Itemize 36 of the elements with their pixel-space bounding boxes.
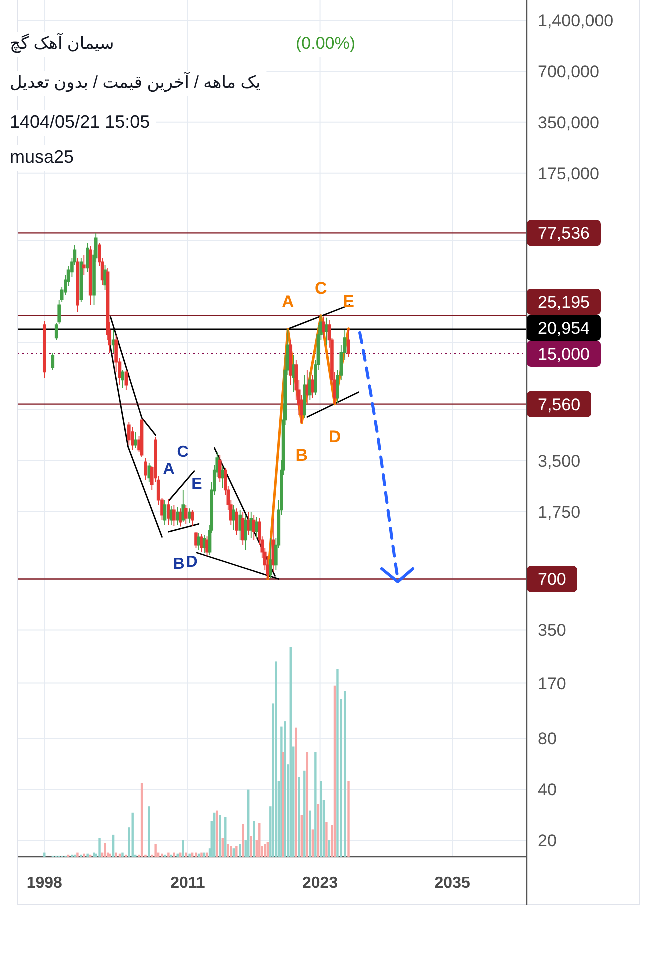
annotation: 1404/05/21 15:05 bbox=[10, 112, 150, 132]
ref-line-label: 15,000 bbox=[538, 344, 590, 364]
y-tick-label: 80 bbox=[538, 730, 557, 749]
x-tick-label: 2035 bbox=[434, 875, 470, 892]
x-tick-label: 2011 bbox=[170, 875, 206, 892]
y-tick-label: 350 bbox=[538, 621, 566, 640]
text: یک ماهه / آخرین قیمت / بدون تعدیل bbox=[10, 72, 261, 93]
annotation: (0.00%) bbox=[296, 34, 356, 53]
data-label: D bbox=[328, 427, 342, 446]
y-tick-label: 175,000 bbox=[538, 164, 600, 184]
ref-line-label: 77,536 bbox=[538, 224, 590, 244]
y-tick-label: 170 bbox=[538, 674, 566, 694]
ref-line-label: 20,954 bbox=[538, 318, 590, 338]
y-tick-label: 40 bbox=[538, 780, 557, 800]
annotation: musa25 bbox=[10, 147, 74, 167]
annotation: C bbox=[177, 444, 190, 461]
x-tick-label: 1998 bbox=[26, 875, 63, 892]
y-tick-label: 3,500 bbox=[538, 452, 581, 471]
ref-line-label: 7,560 bbox=[538, 395, 581, 414]
annotation: D bbox=[186, 554, 198, 571]
data-label: E bbox=[343, 292, 354, 311]
y-tick-label: 700,000 bbox=[538, 62, 600, 82]
y-tick-label: 1,400,000 bbox=[538, 11, 614, 30]
y-tick-label: 350,000 bbox=[538, 113, 600, 132]
data-label: B bbox=[296, 446, 308, 466]
ref-line-label: 700 bbox=[538, 570, 566, 590]
annotation: A bbox=[163, 461, 176, 478]
text: سیمان آهک گچ bbox=[10, 33, 114, 54]
y-tick-label: 20 bbox=[538, 832, 557, 851]
annotation: E bbox=[192, 476, 203, 493]
y-tick-label: 1,750 bbox=[538, 502, 581, 522]
data-label: A bbox=[282, 292, 294, 312]
ref-line-label: 25,195 bbox=[538, 292, 590, 312]
x-tick-label: 2023 bbox=[302, 875, 338, 892]
data-label: C bbox=[315, 278, 328, 298]
annotation: B bbox=[173, 556, 185, 573]
